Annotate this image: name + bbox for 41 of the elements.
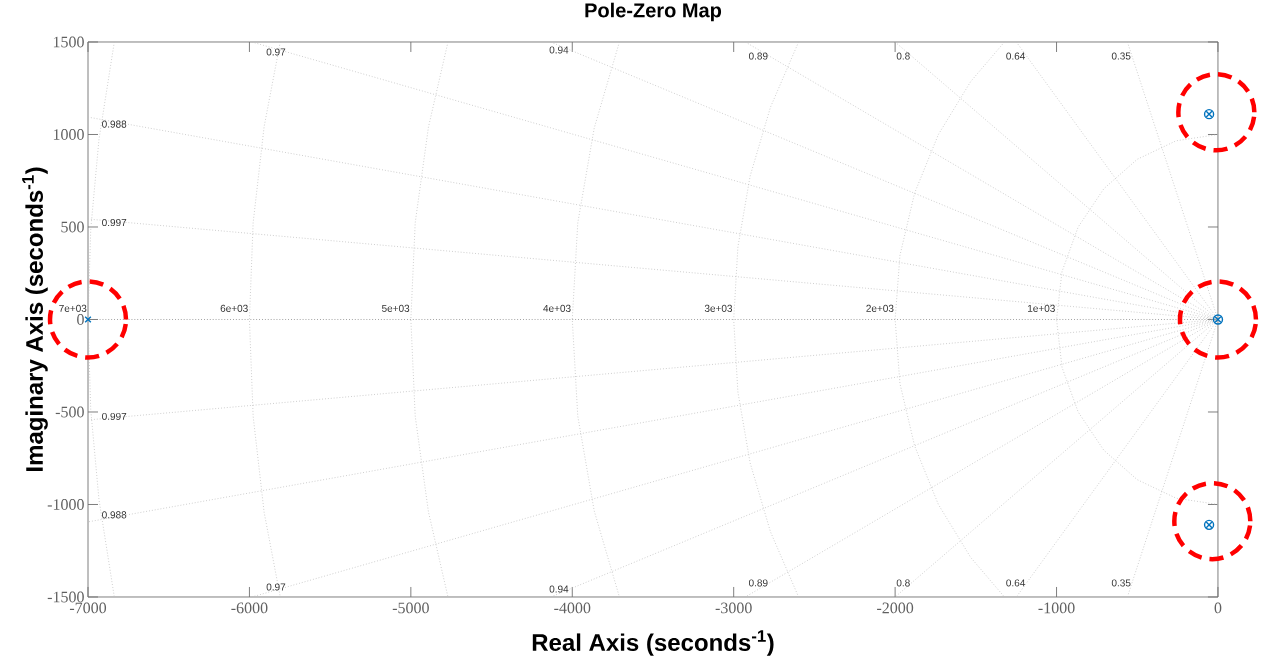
y-tick-label: -1500: [47, 591, 84, 603]
annotation: 0.8: [896, 579, 910, 587]
annotation: 0.997: [102, 219, 127, 227]
annotation: 0.94: [549, 585, 569, 593]
annotation: 0.97: [266, 48, 286, 56]
annotation: 0.64: [1006, 52, 1026, 60]
annotation: 0.35: [1111, 579, 1131, 587]
annotation: 7e+03: [59, 304, 87, 312]
x-tick-label: 0: [1214, 602, 1222, 614]
annotation: 1e+03: [1028, 304, 1055, 312]
annotation: 6e+03: [220, 304, 248, 312]
annotation: 0.988: [102, 511, 127, 519]
y-tick-label: 0: [77, 314, 84, 325]
x-tick-label: -5000: [392, 602, 429, 614]
x-tick-label: -3000: [715, 602, 752, 614]
x-tick-label: -2000: [877, 602, 914, 614]
annotation: 0.64: [1006, 579, 1026, 587]
annotation: 0.89: [748, 52, 768, 60]
chart-title: Pole-Zero Map: [585, 2, 722, 22]
x-axis-title: Real Axis (seconds$^{-1}$): [532, 630, 774, 656]
annotation: 0.997: [102, 412, 127, 420]
y-tick-label: 500: [61, 221, 84, 233]
annotation: 5e+03: [381, 304, 410, 312]
annotation: 4e+03: [543, 304, 571, 312]
y-axis-title: Imaginary Axis (seconds$^{-1}$): [22, 167, 48, 471]
y-tick-label: 1500: [53, 36, 84, 48]
x-tick-label: -1000: [1038, 602, 1075, 614]
y-tick-label: -1000: [47, 499, 84, 510]
annotation: 0.35: [1111, 52, 1131, 60]
annotation: 0.8: [896, 52, 910, 60]
y-tick-label: 1000: [53, 129, 84, 140]
annotation: 2e+03: [866, 304, 894, 312]
x-tick-label: -4000: [554, 602, 591, 614]
x-tick-label: -6000: [231, 602, 268, 614]
x-tick-label: -7000: [69, 602, 107, 614]
annotation: 3e+03: [704, 304, 733, 312]
annotation: 0.97: [266, 583, 286, 591]
annotation: 0.89: [748, 579, 768, 587]
y-tick-label: -500: [55, 406, 84, 418]
annotation: 0.988: [102, 120, 127, 128]
annotation: 0.94: [549, 46, 569, 54]
